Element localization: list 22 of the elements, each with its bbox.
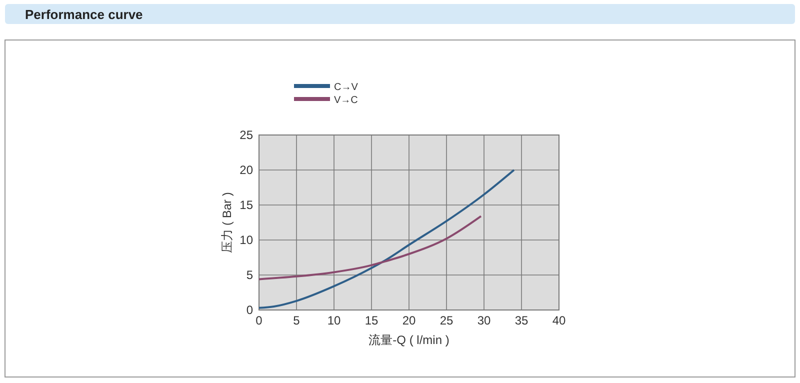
- x-tick-label: 35: [514, 314, 528, 328]
- x-tick-label: 5: [293, 314, 300, 328]
- y-tick-label: 25: [240, 128, 254, 142]
- x-tick-label: 40: [552, 314, 566, 328]
- y-tick-label: 0: [246, 302, 254, 317]
- x-tick-label: 0: [256, 314, 263, 328]
- line-series: [258, 215, 482, 280]
- y-tick-label: 15: [240, 198, 254, 212]
- y-tick-label: 5: [246, 268, 254, 282]
- y-tick-label: 20: [240, 162, 254, 177]
- x-axis-title: 流量-Q ( l/min ): [368, 333, 450, 347]
- text: Performance curve: [25, 7, 143, 22]
- x-tick-label: 15: [364, 314, 378, 328]
- x-tick-label: 20: [402, 314, 416, 328]
- y-axis-title: 压力 ( Bar ): [220, 192, 234, 253]
- x-tick-label: 25: [440, 314, 454, 328]
- x-tick-label: 10: [327, 314, 341, 328]
- legend-label: C→V: [334, 82, 358, 93]
- legend-label: V→C: [334, 95, 358, 106]
- line-series: [258, 169, 515, 309]
- y-tick-label: 10: [240, 232, 254, 247]
- x-tick-label: 30: [477, 314, 491, 328]
